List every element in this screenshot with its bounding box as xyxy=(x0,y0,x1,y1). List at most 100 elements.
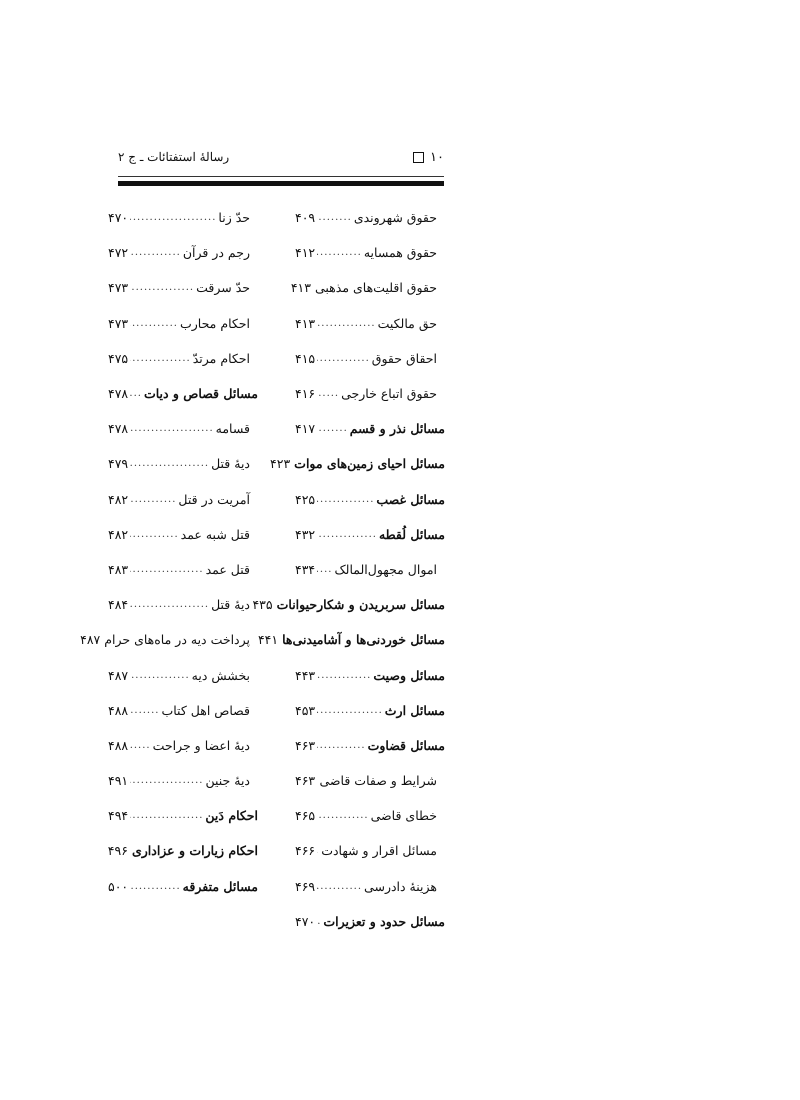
dot-leader: ........................................… xyxy=(130,212,217,224)
toc-entry[interactable]: مسائل ارث...............................… xyxy=(295,693,445,728)
entry-page-number: ۴۶۵ xyxy=(295,808,316,824)
running-header: ۱۰ رسالهٔ استفتائات ـ ج ۲ xyxy=(118,148,444,170)
dot-leader: ........................................… xyxy=(130,739,151,751)
entry-title: پرداخت دیه در ماه‌های حرام xyxy=(104,632,250,648)
toc-entry[interactable]: دیهٔ قتل................................… xyxy=(108,587,258,622)
entry-title: حقوق اتباع خارجی xyxy=(341,386,437,402)
toc-entry[interactable]: حق مالکیت...............................… xyxy=(295,306,445,341)
toc-column-left: حدّ زنا.................................… xyxy=(80,200,258,904)
entry-page-number: ۴۰۹ xyxy=(295,210,316,226)
entry-page-number: ۴۴۱ xyxy=(257,632,279,648)
entry-title: دیهٔ قتل xyxy=(211,597,250,613)
running-title: رسالهٔ استفتائات ـ ج ۲ xyxy=(118,150,230,164)
toc-entry[interactable]: مسائل قضاوت.............................… xyxy=(295,728,445,763)
entry-title: احکام دَین xyxy=(205,808,258,824)
entry-page-number: ۴۷۳ xyxy=(108,315,129,331)
entry-page-number: ۴۵۳ xyxy=(295,702,316,718)
toc-entry[interactable]: دیهٔ قتل................................… xyxy=(108,446,258,481)
entry-title: قتل شبه عمد xyxy=(180,526,250,542)
dot-leader: ........................................… xyxy=(317,528,377,540)
entry-title: حق مالکیت xyxy=(377,315,437,331)
entry-title: مسائل اقرار و شهادت xyxy=(321,843,437,859)
entry-page-number: ۴۸۳ xyxy=(108,561,129,577)
dot-leader: ........................................… xyxy=(130,317,178,329)
dot-leader: ........................................… xyxy=(317,493,375,505)
dot-leader: ........................................… xyxy=(130,423,214,435)
entry-page-number: ۴۲۳ xyxy=(270,456,291,472)
toc-entry[interactable]: مسائل وصیت..............................… xyxy=(295,657,445,692)
entry-page-number: ۴۷۰ xyxy=(295,913,316,929)
entry-page-number: ۴۷۰ xyxy=(108,210,129,226)
toc-entry[interactable]: مسائل قصاص و دیات.......................… xyxy=(108,376,258,411)
dot-leader: ........................................… xyxy=(317,352,370,364)
toc-entry[interactable]: حقوق اقلیت‌های مذهبی....................… xyxy=(291,270,445,305)
toc-entry[interactable]: بخشش دیه................................… xyxy=(108,657,258,692)
toc-entry[interactable]: مسائل اقرار و شهادت.....................… xyxy=(295,833,445,868)
toc-entry[interactable]: حقوق همسایه.............................… xyxy=(295,235,445,270)
toc-entry[interactable]: مسائل متفرقه............................… xyxy=(108,869,258,904)
entry-title: رجم در قرآن xyxy=(182,245,250,261)
square-ornament-icon xyxy=(413,152,425,163)
toc-entry[interactable]: احکام مرتدّ.............................… xyxy=(108,341,258,376)
entry-title: حقوق اقلیت‌های مذهبی xyxy=(314,280,437,296)
entry-title: شرایط و صفات قاضی xyxy=(319,773,437,789)
toc-entry[interactable]: مسائل غصب...............................… xyxy=(295,482,445,517)
dot-leader: ........................................… xyxy=(317,704,383,716)
dot-leader: ........................................… xyxy=(130,528,179,540)
toc-entry[interactable]: حدّ سرقت................................… xyxy=(108,270,258,305)
header-rule-thick xyxy=(118,181,444,186)
toc-entry[interactable]: مسائل حدود و تعزیرات....................… xyxy=(295,904,445,939)
toc-entry[interactable]: قسامه...................................… xyxy=(108,411,258,446)
toc-entry[interactable]: قتل عمد.................................… xyxy=(108,552,258,587)
toc-entry[interactable]: قتل شبه عمد.............................… xyxy=(108,517,258,552)
dot-leader: ........................................… xyxy=(317,423,348,435)
dot-leader: ........................................… xyxy=(317,669,372,681)
entry-title: دیهٔ جنین xyxy=(205,773,250,789)
dot-leader: ........................................… xyxy=(130,599,210,611)
toc-entry[interactable]: مسائل خوردنی‌ها و آشامیدنی‌ها...........… xyxy=(258,622,445,657)
toc-entry[interactable]: مسائل لُقطه.............................… xyxy=(295,517,445,552)
entry-page-number: ۵۰۰ xyxy=(108,878,129,894)
dot-leader: ........................................… xyxy=(130,493,177,505)
entry-title: حدّ زنا xyxy=(218,210,250,226)
toc-entry[interactable]: خطای قاضی...............................… xyxy=(295,798,445,833)
header-rule-thin xyxy=(118,176,444,177)
toc-entry[interactable]: مسائل نذر و قسم.........................… xyxy=(295,411,445,446)
toc-entry[interactable]: حقوق شهروندی............................… xyxy=(295,200,445,235)
entry-title: بخشش دیه xyxy=(191,667,250,683)
entry-page-number: ۴۸۷ xyxy=(108,667,129,683)
toc-entry[interactable]: پرداخت دیه در ماه‌های حرام..............… xyxy=(80,622,258,657)
toc-entry[interactable]: آمریت در قتل............................… xyxy=(108,482,258,517)
toc-entry[interactable]: دیهٔ اعضا و جراحت.......................… xyxy=(108,728,258,763)
toc-entry[interactable]: قصاص اهل کتاب...........................… xyxy=(108,693,258,728)
entry-title: حقوق همسایه xyxy=(363,245,437,261)
entry-page-number: ۴۸۸ xyxy=(108,737,129,753)
toc-entry[interactable]: مسائل احیای زمین‌های موات...............… xyxy=(270,446,445,481)
toc-entry[interactable]: احکام دَین..............................… xyxy=(108,798,258,833)
entry-page-number: ۴۱۵ xyxy=(295,350,316,366)
entry-title: دیهٔ قتل xyxy=(211,456,250,472)
toc-entry[interactable]: دیهٔ جنین...............................… xyxy=(108,763,258,798)
entry-title: مسائل لُقطه xyxy=(378,526,445,542)
entry-page-number: ۴۸۲ xyxy=(108,526,129,542)
entry-title: احکام مرتدّ xyxy=(192,350,250,366)
toc-entry[interactable]: حدّ زنا.................................… xyxy=(108,200,258,235)
entry-title: احکام زیارات و عزاداری xyxy=(131,843,258,859)
toc-entry[interactable]: شرایط و صفات قاضی.......................… xyxy=(295,763,445,798)
entry-page-number: ۴۱۶ xyxy=(295,386,316,402)
toc-entry[interactable]: حقوق اتباع خارجی........................… xyxy=(295,376,445,411)
toc-entry[interactable]: احقاق حقوق..............................… xyxy=(295,341,445,376)
toc-entry[interactable]: هزینهٔ دادرسی...........................… xyxy=(295,869,445,904)
entry-page-number: ۴۹۶ xyxy=(107,843,128,859)
toc-entry[interactable]: احکام محارب.............................… xyxy=(108,306,258,341)
entry-page-number: ۴۳۴ xyxy=(295,561,316,577)
entry-title: قصاص اهل کتاب xyxy=(161,702,250,718)
toc-entry[interactable]: احکام زیارات و عزاداری..................… xyxy=(108,833,258,868)
entry-page-number: ۴۷۹ xyxy=(108,456,129,472)
entry-title: مسائل وصیت xyxy=(373,667,445,683)
entry-page-number: ۴۸۲ xyxy=(108,491,129,507)
entry-title: اموال مجهول‌المالک xyxy=(334,561,437,577)
toc-entry[interactable]: مسائل سربریدن و شکارحیوانات.............… xyxy=(252,587,445,622)
toc-entry[interactable]: اموال مجهول‌المالک......................… xyxy=(295,552,445,587)
toc-entry[interactable]: رجم در قرآن.............................… xyxy=(108,235,258,270)
